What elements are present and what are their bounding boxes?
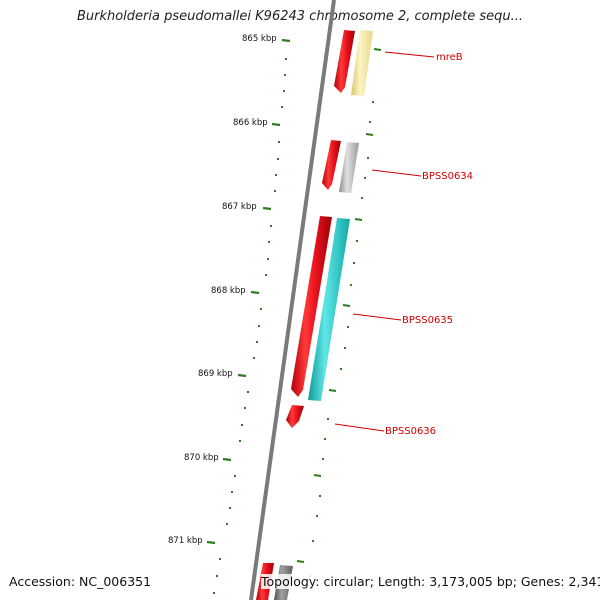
gene-label-bpss0635[interactable]: BPSS0635: [402, 315, 453, 326]
ruler-tick-label: 869 kbp: [198, 369, 233, 379]
chromosome-backbone: [249, 0, 336, 600]
ruler-tick-label: 868 kbp: [211, 286, 246, 296]
gene-label-leader: [352, 313, 402, 321]
outer-track-ticks: [296, 48, 382, 563]
gene-cds-arrow[interactable]: [322, 140, 341, 190]
ruler-tick-label: 867 kbp: [222, 202, 257, 212]
ruler-tick-label: 866 kbp: [233, 118, 268, 128]
gene-label-leader: [371, 169, 422, 177]
ruler-dots: [213, 58, 287, 594]
accession-label: Accession: NC_006351: [9, 574, 152, 589]
gene-label-leader: [334, 423, 385, 432]
feature-block-yellow[interactable]: [351, 30, 373, 96]
gene-label-mreb[interactable]: mreB: [436, 52, 463, 63]
ruler-tick-label: 871 kbp: [168, 536, 203, 546]
feature-track-guide: [309, 101, 374, 577]
sequence-summary: Topology: circular; Length: 3,173,005 bp…: [261, 574, 600, 589]
gene-cds-arrow[interactable]: [291, 216, 332, 397]
gene-label-bpss0634[interactable]: BPSS0634: [422, 171, 473, 182]
map-title: Burkholderia pseudomallei K96243 chromos…: [76, 9, 524, 24]
gene-cds-arrow[interactable]: [286, 405, 304, 428]
ruler-major-ticks: [206, 38, 291, 545]
gene-label-leader: [384, 51, 435, 58]
gene-label-bpss0636[interactable]: BPSS0636: [385, 426, 436, 437]
ruler-tick-label: 865 kbp: [242, 34, 277, 44]
gene-cds-arrow[interactable]: [334, 30, 355, 93]
ruler-tick-label: 870 kbp: [184, 453, 219, 463]
feature-block-gray[interactable]: [339, 142, 359, 193]
feature-block-cyan[interactable]: [308, 218, 350, 401]
